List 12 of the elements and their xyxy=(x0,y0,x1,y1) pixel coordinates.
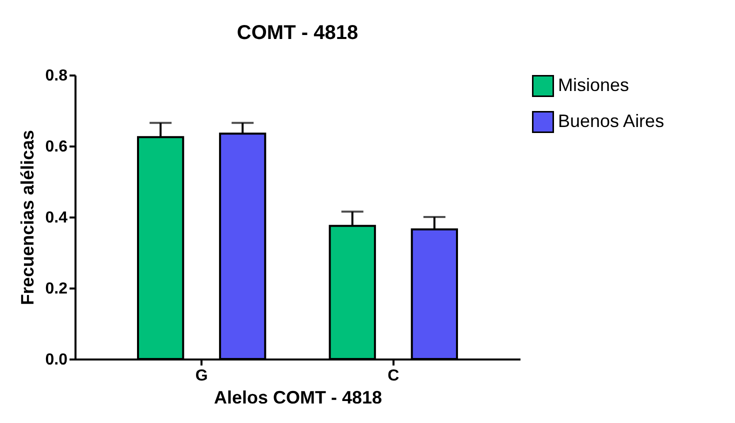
legend-label: Misiones xyxy=(558,75,630,95)
chart-title: COMT - 4818 xyxy=(236,22,358,44)
y-tick-label: 0.8 xyxy=(45,68,68,84)
x-tick-label: G xyxy=(195,368,208,384)
y-tick-label: 0.2 xyxy=(45,280,68,298)
x-axis-title: Alelos COMT - 4818 xyxy=(214,388,382,408)
legend-label: Buenos Aires xyxy=(558,111,664,131)
y-tick-label: 0.0 xyxy=(45,352,68,368)
y-tick-label: 0.6 xyxy=(45,138,68,156)
y-axis-title: Frecuencias alélicas xyxy=(17,130,38,306)
y-tick-label: 0.4 xyxy=(45,210,68,226)
x-tick-label: C xyxy=(388,368,400,384)
